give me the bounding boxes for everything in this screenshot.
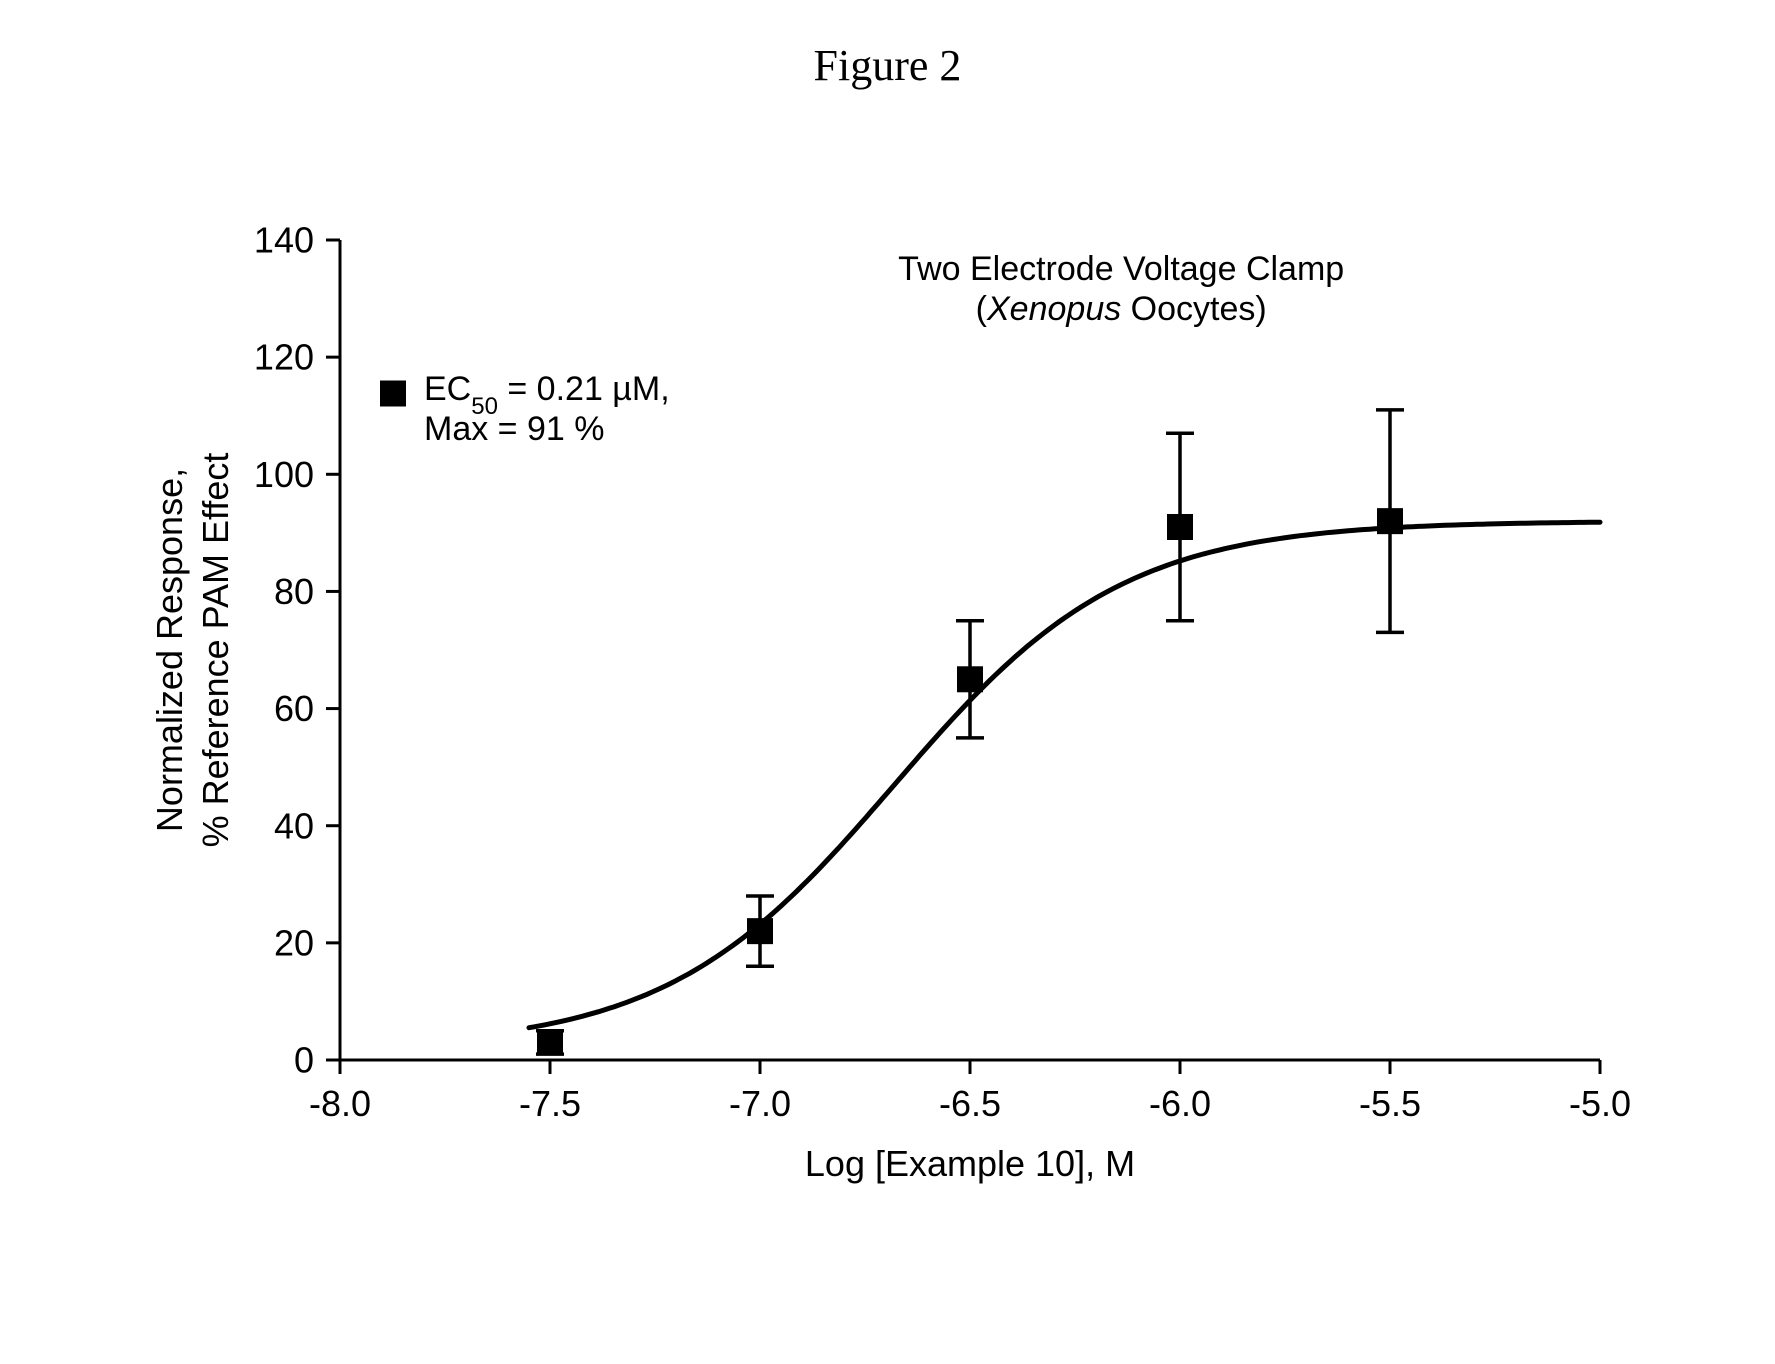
fit-curve: [529, 522, 1600, 1027]
y-tick-label: 80: [274, 571, 314, 612]
x-tick-label: -8.0: [309, 1083, 371, 1124]
y-tick-label: 20: [274, 922, 314, 963]
data-marker: [748, 919, 772, 943]
page: Figure 2 Two Electrode Voltage Clamp(Xen…: [0, 0, 1775, 1364]
legend-marker-icon: [380, 381, 406, 407]
chart-title-line2: (Xenopus Oocytes): [976, 290, 1267, 328]
data-marker: [958, 667, 982, 691]
y-tick-label: 140: [254, 220, 314, 261]
y-tick-label: 40: [274, 805, 314, 846]
chart-area: Two Electrode Voltage Clamp(Xenopus Oocy…: [120, 220, 1660, 1280]
data-marker: [1378, 509, 1402, 533]
x-tick-label: -6.0: [1149, 1083, 1211, 1124]
y-axis-label-group: Normalized Response,% Reference PAM Effe…: [149, 453, 236, 848]
x-axis-label: Log [Example 10], M: [805, 1143, 1135, 1184]
data-marker: [538, 1030, 562, 1054]
y-tick-label: 60: [274, 688, 314, 729]
x-tick-label: -7.5: [519, 1083, 581, 1124]
y-tick-label: 120: [254, 337, 314, 378]
y-tick-label: 100: [254, 454, 314, 495]
legend-max-label: Max = 91 %: [424, 410, 604, 448]
y-tick-label: 0: [294, 1040, 314, 1081]
data-marker: [1168, 515, 1192, 539]
x-tick-label: -7.0: [729, 1083, 791, 1124]
y-axis-label-line2: % Reference PAM Effect: [195, 453, 236, 848]
figure-title: Figure 2: [0, 40, 1775, 91]
y-axis-label-line1: Normalized Response,: [149, 468, 190, 832]
x-tick-label: -5.0: [1569, 1083, 1631, 1124]
chart-svg: Two Electrode Voltage Clamp(Xenopus Oocy…: [120, 220, 1660, 1280]
chart-title-line1: Two Electrode Voltage Clamp: [898, 250, 1344, 288]
x-tick-label: -5.5: [1359, 1083, 1421, 1124]
x-tick-label: -6.5: [939, 1083, 1001, 1124]
